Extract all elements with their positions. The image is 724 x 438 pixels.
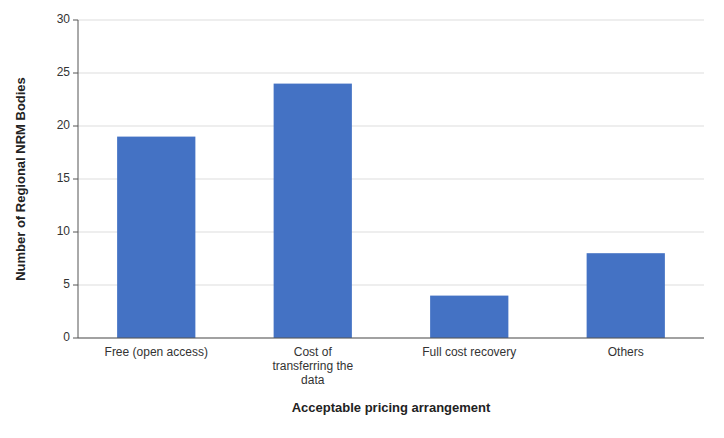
x-axis: Free (open access) Cost oftransferring th… [78, 338, 704, 387]
y-tick [73, 179, 78, 180]
page: {"chart_data": {"type": "bar", "categori… [0, 0, 724, 438]
bars [117, 84, 665, 338]
y-tick [73, 285, 78, 286]
grid-line [78, 20, 704, 21]
y-axis-label: Number of Regional NRM Bodies [13, 77, 28, 281]
x-tick-label-line: data [301, 373, 325, 387]
x-tick-label: Others [608, 345, 644, 359]
chart-svg: 0 5 10 15 20 25 30 Free (open access) Cost oftra… [0, 0, 724, 438]
x-axis-line [78, 338, 704, 339]
grid-line [78, 126, 704, 127]
grid-line [78, 73, 704, 74]
y-tick [73, 232, 78, 233]
x-tick-label-line: transferring the [272, 359, 353, 373]
y-tick [73, 126, 78, 127]
y-tick-label: 20 [57, 118, 71, 132]
grid-line [78, 338, 704, 339]
y-tick [73, 20, 78, 21]
y-tick [73, 73, 78, 74]
bar [117, 137, 195, 338]
y-tick-label: 0 [63, 330, 70, 344]
y-axis: 0 5 10 15 20 25 30 [57, 12, 78, 344]
y-tick-label: 25 [57, 65, 71, 79]
x-tick-label: Free (open access) [105, 345, 208, 359]
y-tick [73, 338, 78, 339]
bar [430, 296, 508, 338]
x-tick-label-line: Others [608, 345, 644, 359]
x-tick-label-line: Cost of [294, 345, 333, 359]
x-tick-label: Cost oftransferring thedata [272, 345, 353, 387]
bar [587, 253, 665, 338]
y-axis-line [78, 20, 79, 338]
x-tick-label: Full cost recovery [422, 345, 516, 359]
y-tick-label: 30 [57, 12, 71, 26]
grid [78, 20, 704, 338]
x-tick-label-line: Free (open access) [105, 345, 208, 359]
y-tick-label: 5 [63, 277, 70, 291]
y-tick-label: 15 [57, 171, 71, 185]
y-tick-label: 10 [57, 224, 71, 238]
x-axis-label: Acceptable pricing arrangement [292, 400, 491, 415]
bar [274, 84, 352, 338]
chart-container: 0 5 10 15 20 25 30 Free (open access) Cost oftra… [0, 0, 724, 438]
x-tick-label-line: Full cost recovery [422, 345, 516, 359]
